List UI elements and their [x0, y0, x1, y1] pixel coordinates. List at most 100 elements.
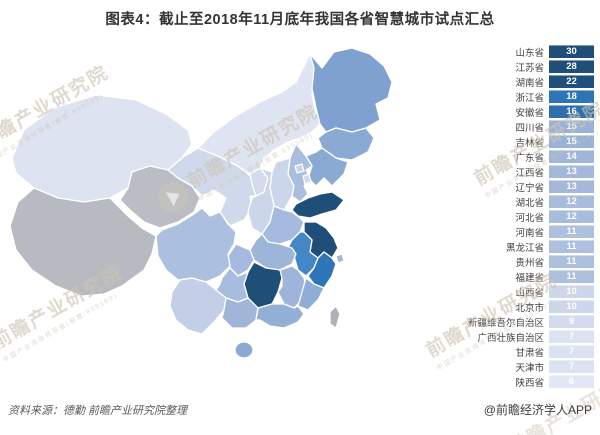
province-value-bar: 12	[549, 195, 594, 208]
province-value-bar: 12	[549, 210, 594, 223]
province-row: 湖南省 22	[440, 74, 594, 89]
province-value: 12	[566, 211, 577, 223]
province-label: 安徽省	[515, 107, 544, 119]
province-label: 甘肃省	[515, 347, 544, 359]
province-value: 16	[566, 106, 577, 118]
province-value: 7	[568, 361, 575, 373]
province-label: 河南省	[515, 227, 544, 239]
province-liaoning	[305, 147, 349, 187]
province-label: 江苏省	[515, 62, 544, 74]
province-label: 四川省	[515, 122, 544, 134]
province-tianjin	[302, 173, 312, 185]
province-list: 山东省 30 江苏省 28 湖南省 22 浙江省 18 安徽省 16 四川省 15 吉林省 15 广东省 14…	[440, 44, 594, 389]
province-neimenggu	[197, 53, 323, 175]
province-row: 江苏省 28	[440, 59, 594, 74]
province-value-bar: 14	[549, 150, 594, 163]
province-row: 山东省 30	[440, 44, 594, 59]
province-label: 河北省	[515, 212, 544, 224]
province-row: 天津市 7	[440, 359, 594, 374]
province-value-bar: 22	[549, 75, 594, 88]
province-row: 山西省 10	[440, 284, 594, 299]
province-row: 贵州省 11	[440, 254, 594, 269]
province-value-bar: 11	[549, 225, 594, 238]
province-row: 安徽省 16	[440, 104, 594, 119]
province-value-bar: 11	[549, 270, 594, 283]
province-label: 湖南省	[515, 77, 544, 89]
province-zhejiang	[307, 251, 337, 289]
province-label: 广西壮族自治区	[477, 332, 544, 344]
province-value: 11	[566, 271, 577, 283]
province-row: 北京市 10	[440, 299, 594, 314]
province-value-bar: 15	[549, 120, 594, 133]
province-value: 11	[566, 256, 577, 268]
province-xizang	[9, 187, 157, 297]
province-value: 11	[566, 226, 577, 238]
province-value: 9	[568, 316, 575, 328]
province-row: 黑龙江省 11	[440, 239, 594, 254]
province-value: 10	[566, 301, 577, 313]
app-credit: @前瞻经济学人APP	[483, 403, 592, 417]
province-label: 新疆维吾尔自治区	[467, 317, 544, 329]
province-value-bar: 28	[549, 60, 594, 73]
province-value-bar: 15	[549, 135, 594, 148]
province-label: 山东省	[515, 47, 544, 59]
province-row: 河南省 11	[440, 224, 594, 239]
province-value: 6	[568, 376, 575, 388]
province-label: 陕西省	[515, 377, 544, 389]
province-value: 28	[566, 61, 577, 73]
province-label: 北京市	[515, 302, 544, 314]
province-label: 浙江省	[515, 92, 544, 104]
province-label: 山西省	[515, 287, 544, 299]
province-taiwan	[329, 305, 341, 329]
province-value: 14	[566, 151, 577, 163]
province-row: 江西省 13	[440, 164, 594, 179]
province-value-bar: 16	[549, 105, 594, 118]
province-value-bar: 9	[549, 315, 594, 328]
province-value: 13	[566, 181, 577, 193]
province-label: 湖北省	[515, 197, 544, 209]
province-value-bar: 7	[549, 330, 594, 343]
province-row: 陕西省 6	[440, 374, 594, 389]
province-value: 18	[566, 91, 577, 103]
province-shandong	[291, 191, 345, 219]
province-row: 河北省 12	[440, 209, 594, 224]
province-hubei	[249, 233, 297, 271]
province-value: 11	[566, 241, 577, 253]
province-value-bar: 11	[549, 240, 594, 253]
province-label: 黑龙江省	[505, 242, 544, 254]
province-value-bar: 13	[549, 180, 594, 193]
province-value-bar: 7	[549, 360, 594, 373]
province-label: 辽宁省	[515, 182, 544, 194]
province-beijing	[294, 163, 305, 174]
province-row: 广西壮族自治区 7	[440, 329, 594, 344]
province-label: 吉林省	[515, 137, 544, 149]
province-row: 浙江省 18	[440, 89, 594, 104]
province-shanghai	[335, 253, 345, 264]
china-map	[9, 47, 393, 359]
province-value: 7	[568, 331, 575, 343]
province-value-bar: 18	[549, 90, 594, 103]
province-row: 吉林省 15	[440, 134, 594, 149]
province-value-bar: 10	[549, 300, 594, 313]
province-guangdong	[255, 303, 305, 329]
chart-title: 图表4：截止至2018年11月底年我国各省智慧城市试点汇总	[105, 12, 495, 28]
province-row: 辽宁省 13	[440, 179, 594, 194]
province-value-bar: 11	[549, 255, 594, 268]
province-guangxi	[221, 297, 259, 329]
province-jilin	[317, 127, 375, 161]
source-note: 资料来源：德勤 前瞻产业研究院整理	[8, 405, 188, 417]
province-value: 10	[566, 286, 577, 298]
province-row: 湖北省 12	[440, 194, 594, 209]
province-label: 广东省	[515, 152, 544, 164]
province-value-bar: 13	[549, 165, 594, 178]
province-label: 江西省	[515, 167, 544, 179]
province-row: 福建省 11	[440, 269, 594, 284]
province-value: 15	[566, 136, 577, 148]
province-sichuan	[155, 207, 237, 283]
province-label: 福建省	[515, 272, 544, 284]
province-row: 四川省 15	[440, 119, 594, 134]
province-value: 7	[568, 346, 575, 358]
province-value: 30	[566, 46, 577, 58]
province-fujian	[297, 277, 325, 311]
